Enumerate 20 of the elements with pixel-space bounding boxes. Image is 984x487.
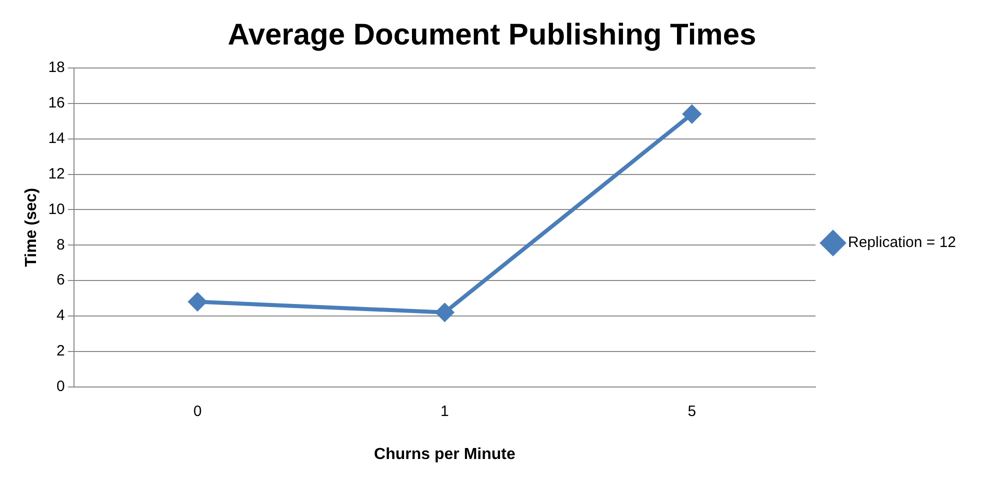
chart-title: Average Document Publishing Times bbox=[228, 18, 756, 52]
y-tick-label: 0 bbox=[56, 378, 65, 395]
y-tick-label: 12 bbox=[48, 165, 65, 182]
y-tick-label: 16 bbox=[48, 94, 65, 112]
y-tick-label: 6 bbox=[56, 272, 65, 289]
y-tick-label: 14 bbox=[48, 130, 65, 147]
y-tick-label: 4 bbox=[56, 307, 65, 324]
x-axis-title: Churns per Minute bbox=[374, 446, 516, 463]
point bbox=[436, 303, 454, 322]
y-tick-label: 8 bbox=[56, 236, 65, 254]
point bbox=[682, 105, 701, 124]
x-tick-label: 1 bbox=[440, 402, 449, 420]
y-tick-label: 18 bbox=[48, 59, 65, 76]
y-axis-title: Time (sec) bbox=[23, 188, 40, 267]
legend-label: Replication = 12 bbox=[848, 234, 956, 252]
x-tick-label: 0 bbox=[193, 402, 202, 420]
point bbox=[188, 292, 206, 311]
x-tick-label: 5 bbox=[688, 402, 696, 420]
y-tick-label: 10 bbox=[48, 200, 65, 218]
y-tick-label: 2 bbox=[56, 342, 65, 360]
